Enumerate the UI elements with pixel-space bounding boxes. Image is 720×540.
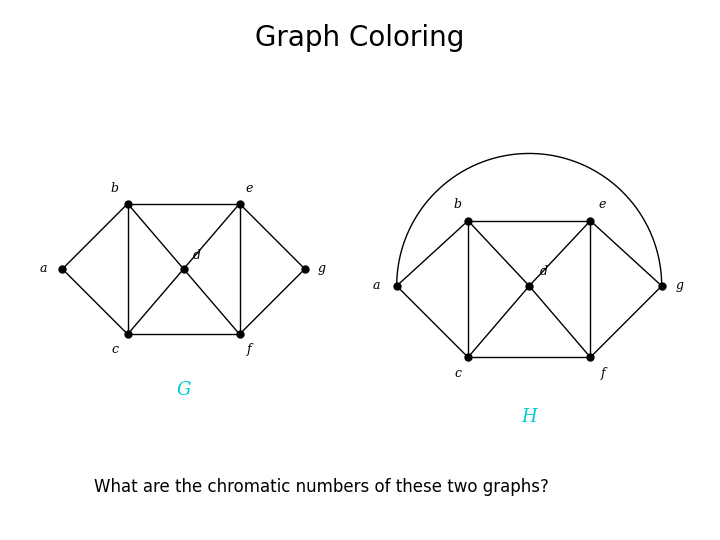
Text: e: e: [599, 198, 606, 211]
Text: d: d: [539, 265, 547, 278]
Text: c: c: [111, 343, 118, 356]
Text: d: d: [193, 249, 201, 262]
Text: b: b: [111, 183, 119, 195]
Text: c: c: [454, 367, 462, 380]
Text: b: b: [454, 198, 462, 211]
Text: a: a: [40, 262, 48, 275]
Text: a: a: [372, 280, 380, 293]
Text: What are the chromatic numbers of these two graphs?: What are the chromatic numbers of these …: [94, 478, 549, 496]
Text: e: e: [246, 183, 253, 195]
Text: G: G: [176, 381, 191, 399]
Text: H: H: [521, 408, 537, 426]
Text: g: g: [318, 262, 325, 275]
Text: f: f: [246, 343, 251, 356]
Text: g: g: [676, 280, 684, 293]
Text: f: f: [600, 367, 605, 380]
Text: Graph Coloring: Graph Coloring: [256, 24, 464, 52]
